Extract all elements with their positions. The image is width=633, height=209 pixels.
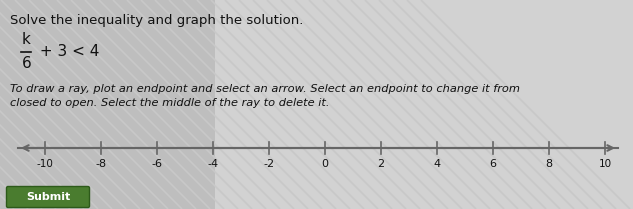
Text: k: k (22, 33, 31, 47)
Text: 0: 0 (322, 159, 329, 169)
Text: -2: -2 (263, 159, 275, 169)
Text: + 3 < 4: + 3 < 4 (35, 45, 99, 60)
Text: closed to open. Select the middle of the ray to delete it.: closed to open. Select the middle of the… (10, 98, 330, 108)
FancyBboxPatch shape (6, 186, 89, 208)
Text: -8: -8 (96, 159, 106, 169)
Text: -10: -10 (37, 159, 53, 169)
Text: 6: 6 (22, 56, 32, 70)
Text: 6: 6 (489, 159, 496, 169)
Text: -6: -6 (151, 159, 163, 169)
Text: Solve the inequality and gra​ph the solution.: Solve the inequality and gra​ph the solu… (10, 14, 303, 27)
Text: 10: 10 (598, 159, 611, 169)
Text: 8: 8 (546, 159, 553, 169)
Text: Submit: Submit (26, 192, 70, 202)
Text: -4: -4 (208, 159, 218, 169)
Text: 2: 2 (377, 159, 385, 169)
Text: To draw a ray, plot an endpoint and select an arrow. Select an endpoint to chang: To draw a ray, plot an endpoint and sele… (10, 84, 520, 94)
Bar (0, 0, 215, 209)
Text: 4: 4 (434, 159, 441, 169)
